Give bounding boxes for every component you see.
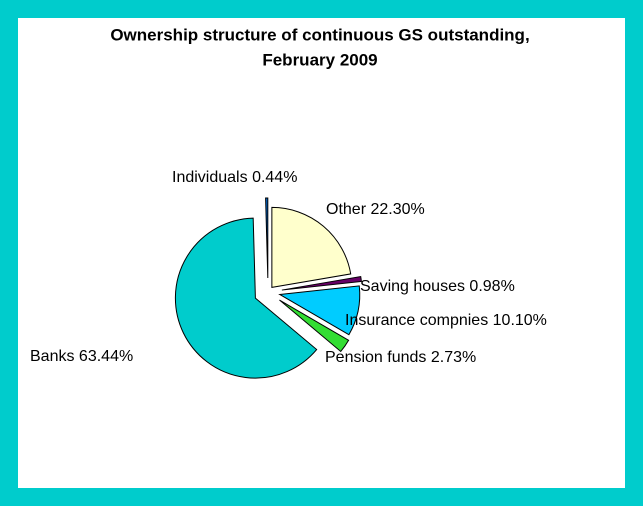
- slice-value: 0.44%: [252, 169, 297, 186]
- chart-title: Ownership structure of continuous GS out…: [110, 25, 529, 44]
- slice-name: Pension funds: [325, 349, 426, 366]
- slice-label: Saving houses 0.98%: [360, 278, 515, 295]
- pie-slice: [265, 197, 269, 279]
- pie-slice: [279, 299, 350, 353]
- pie-slice: [278, 285, 361, 336]
- pie-slice: [271, 206, 352, 289]
- slice-value: 2.73%: [431, 349, 476, 366]
- slice-value: 10.10%: [493, 312, 547, 329]
- slice-name: Banks: [30, 348, 74, 365]
- slice-label: Other 22.30%: [326, 201, 425, 218]
- slice-label: Insurance compnies 10.10%: [345, 312, 547, 329]
- slice-value: 0.98%: [469, 278, 514, 295]
- slice-label: Pension funds 2.73%: [325, 349, 476, 366]
- slice-name: Individuals: [172, 169, 248, 186]
- pie-slice: [281, 275, 362, 291]
- slice-name: Other: [326, 201, 367, 218]
- slice-value: 22.30%: [370, 201, 424, 218]
- chart-title: February 2009: [262, 50, 377, 69]
- slice-name: Insurance compnies: [345, 312, 488, 329]
- slice-name: Saving houses: [360, 278, 465, 295]
- pie-slice: [174, 217, 318, 379]
- slice-label: Individuals 0.44%: [172, 169, 297, 186]
- slice-value: 63.44%: [79, 348, 133, 365]
- slice-label: Banks 63.44%: [30, 348, 133, 365]
